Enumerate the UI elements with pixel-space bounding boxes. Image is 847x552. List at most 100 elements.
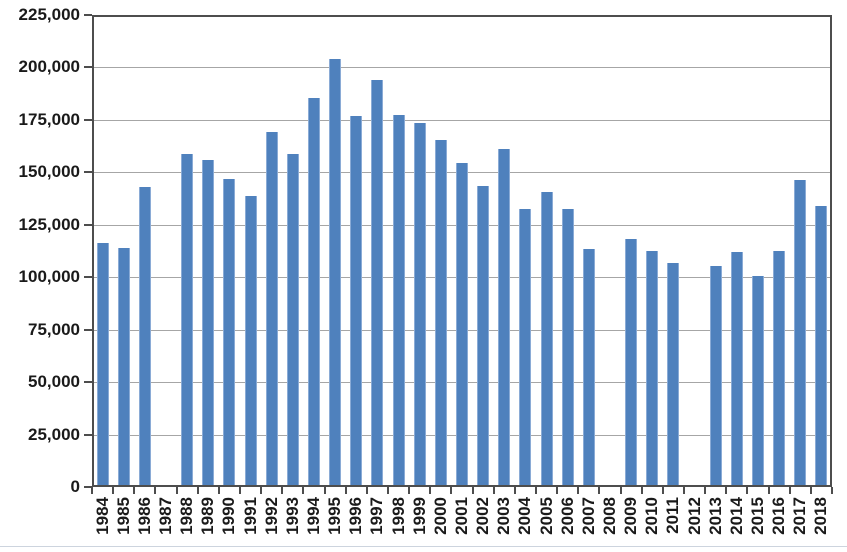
x-axis-tick: [725, 487, 728, 494]
bar-2005: [540, 191, 553, 485]
bar-1995: [329, 58, 342, 485]
y-axis-tick: [84, 276, 92, 279]
x-axis-label-1989: 1989: [198, 497, 218, 535]
x-axis-tick: [577, 487, 580, 494]
y-axis-label-50,000: 50,000: [28, 372, 80, 392]
bar-2010: [646, 251, 659, 485]
x-axis-tick: [323, 487, 326, 494]
x-axis-tick: [365, 487, 368, 494]
x-axis-tick: [471, 487, 474, 494]
x-axis-tick: [513, 487, 516, 494]
x-axis-tick: [492, 487, 495, 494]
x-axis-label-2016: 2016: [769, 497, 789, 535]
y-axis-label-25,000: 25,000: [28, 424, 80, 444]
bar-2017: [794, 180, 807, 485]
bar-1990: [223, 179, 236, 485]
x-axis-label-1998: 1998: [388, 497, 408, 535]
x-axis-label-2009: 2009: [621, 497, 641, 535]
gridline-175,000: [94, 119, 830, 121]
y-axis-label-200,000: 200,000: [18, 57, 80, 77]
x-axis-label-2013: 2013: [705, 497, 725, 535]
x-axis-label-2006: 2006: [557, 497, 577, 535]
x-axis-tick: [281, 487, 284, 494]
bar-1998: [392, 115, 405, 485]
bar-1994: [308, 97, 320, 485]
x-axis-label-1994: 1994: [304, 497, 323, 535]
x-axis-tick: [408, 487, 411, 494]
x-axis-label-2000: 2000: [430, 497, 450, 535]
bar-2018: [815, 206, 828, 485]
x-axis-tick: [91, 487, 93, 494]
x-axis-tick: [746, 487, 749, 494]
bar-2011: [667, 262, 680, 485]
x-axis-label-1997: 1997: [367, 497, 387, 535]
x-axis-tick: [619, 487, 622, 494]
x-axis-label-2001: 2001: [452, 497, 471, 535]
bar-1988: [181, 153, 194, 485]
x-axis-label-2007: 2007: [578, 497, 598, 535]
x-axis-label-1986: 1986: [134, 497, 154, 535]
y-axis-label-75,000: 75,000: [28, 319, 80, 339]
x-axis-tick: [767, 487, 770, 494]
x-axis-label-2018: 2018: [811, 497, 831, 535]
x-axis-label-2015: 2015: [748, 497, 767, 535]
y-axis-tick: [84, 66, 92, 69]
gridline-200,000: [94, 67, 830, 69]
x-axis-label-1993: 1993: [282, 497, 302, 535]
x-axis-label-2003: 2003: [494, 497, 514, 535]
x-axis-label-1992: 1992: [261, 497, 281, 535]
bar-2006: [561, 209, 574, 485]
y-axis-tick: [84, 171, 92, 174]
y-axis-tick: [84, 14, 92, 16]
bar-2000: [434, 140, 447, 485]
bar-2009: [625, 238, 638, 485]
bar-1991: [244, 195, 257, 485]
x-axis-tick: [387, 487, 389, 494]
x-axis-tick: [302, 487, 305, 494]
x-axis-tick: [683, 487, 685, 494]
x-axis-label-2010: 2010: [642, 497, 662, 535]
x-axis-label-2002: 2002: [473, 497, 493, 535]
bar-2003: [498, 148, 511, 485]
bar-1993: [286, 153, 299, 485]
x-axis-tick: [196, 487, 199, 494]
x-axis-label-2012: 2012: [684, 497, 704, 535]
bar-2001: [456, 163, 468, 485]
bottom-rule-line: [0, 546, 847, 547]
x-axis-tick: [556, 487, 559, 494]
x-axis-label-1990: 1990: [219, 497, 239, 535]
y-axis-tick: [84, 223, 92, 226]
y-axis-tick: [84, 433, 92, 436]
y-axis-label-125,000: 125,000: [18, 214, 80, 234]
x-axis-tick: [175, 487, 178, 494]
x-axis-tick: [133, 487, 136, 494]
plot-area: [92, 15, 832, 487]
x-axis-label-1991: 1991: [240, 497, 260, 535]
y-axis-label-150,000: 150,000: [18, 162, 80, 182]
bar-2015: [752, 276, 764, 485]
bar-1986: [138, 187, 151, 485]
bar-1989: [202, 160, 215, 485]
bar-1992: [265, 132, 278, 485]
bar-2002: [477, 186, 490, 485]
x-axis-label-2005: 2005: [536, 497, 556, 535]
x-axis-label-2017: 2017: [790, 497, 810, 535]
x-axis-label-2004: 2004: [515, 497, 535, 535]
x-axis-tick: [344, 487, 347, 494]
x-axis-tick: [704, 487, 707, 494]
y-axis-tick: [84, 328, 92, 331]
bar-2016: [773, 251, 786, 485]
x-axis-tick: [154, 487, 157, 494]
x-axis-label-1988: 1988: [177, 497, 197, 535]
x-axis-tick: [429, 487, 432, 494]
x-axis-tick: [831, 487, 833, 494]
y-axis-tick: [84, 486, 92, 488]
y-axis-label-225,000: 225,000: [18, 5, 80, 24]
x-axis-tick: [640, 487, 643, 494]
bar-2007: [582, 249, 595, 485]
bar-2004: [519, 209, 532, 485]
y-axis-tick: [84, 118, 92, 121]
y-axis-tick: [84, 381, 92, 384]
bar-1985: [117, 247, 130, 485]
x-axis-tick: [535, 487, 537, 494]
